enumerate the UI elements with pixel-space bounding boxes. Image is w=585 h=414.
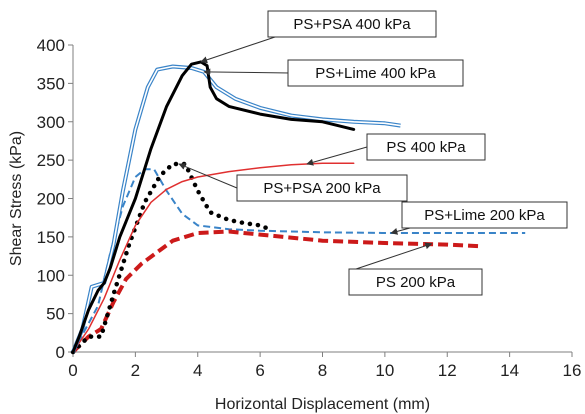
y-tick-label: 50 [46, 305, 65, 324]
x-tick-label: 10 [375, 361, 394, 380]
series-ps-200-kpa [71, 229, 479, 354]
callout-arrow [178, 163, 238, 189]
x-axis-title: Horizontal Displacement (mm) [215, 396, 430, 413]
callout: PS+Lime 400 kPa [203, 59, 464, 87]
y-tick-label: 200 [37, 190, 65, 209]
series-line [71, 229, 479, 354]
callout-box [348, 268, 483, 296]
y-tick-label: 100 [37, 266, 65, 285]
callout-label: PS+Lime 400 kPa [315, 65, 436, 82]
callout-arrow [355, 242, 433, 270]
series-line [70, 161, 272, 355]
callout-label: PS+PSA 400 kPa [293, 16, 411, 33]
callout-layer: PS+PSA 400 kPa PS+Lime 400 kPa PS 400 kPa P… [178, 10, 568, 296]
callout-arrow [390, 227, 411, 235]
y-axis-title: Shear Stress (kPa) [8, 131, 25, 266]
series-ps-psa-200-kpa [70, 161, 272, 355]
callout-label: PS 400 kPa [386, 139, 466, 156]
tick-layer: 0 2 4 6 8 10 12 14 16 0 50 100 150 200 250 300 350 400 [37, 36, 582, 380]
x-tick-label: 6 [255, 361, 264, 380]
callout-label: PS 200 kPa [376, 274, 456, 291]
callout: PS+PSA 200 kPa [178, 163, 408, 202]
callout: PS+PSA 400 kPa [200, 10, 437, 64]
y-tick-label: 150 [37, 228, 65, 247]
y-tick-label: 300 [37, 113, 65, 132]
callout-label: PS+Lime 200 kPa [424, 207, 545, 224]
callout-box [366, 133, 486, 161]
x-tick-label: 8 [318, 361, 327, 380]
y-tick-label: 400 [37, 36, 65, 55]
series-layer [70, 60, 526, 355]
callout: PS 400 kPa [306, 133, 486, 166]
series-line [72, 162, 355, 353]
callout-box [401, 201, 568, 229]
x-tick-label: 12 [438, 361, 457, 380]
callout: PS 200 kPa [348, 242, 483, 296]
x-tick-label: 2 [131, 361, 140, 380]
callout-arrow [200, 36, 276, 64]
series-ps-psa-400-kpa [71, 60, 356, 354]
callout-box [267, 10, 437, 38]
x-tick-label: 4 [193, 361, 202, 380]
callout-box [287, 59, 464, 87]
callout: PS+Lime 200 kPa [390, 201, 568, 235]
y-tick-label: 250 [37, 151, 65, 170]
callout-arrow [203, 68, 291, 76]
x-tick-label: 16 [563, 361, 582, 380]
series-ps-400-kpa [72, 162, 355, 353]
axes [68, 44, 573, 357]
y-tick-label: 350 [37, 74, 65, 93]
x-tick-label: 14 [500, 361, 519, 380]
x-tick-label: 0 [68, 361, 77, 380]
y-tick-label: 0 [56, 343, 65, 362]
callout-box [236, 174, 408, 202]
callout-arrow [306, 146, 368, 166]
series-line [71, 60, 356, 354]
callout-label: PS+PSA 200 kPa [263, 180, 381, 197]
